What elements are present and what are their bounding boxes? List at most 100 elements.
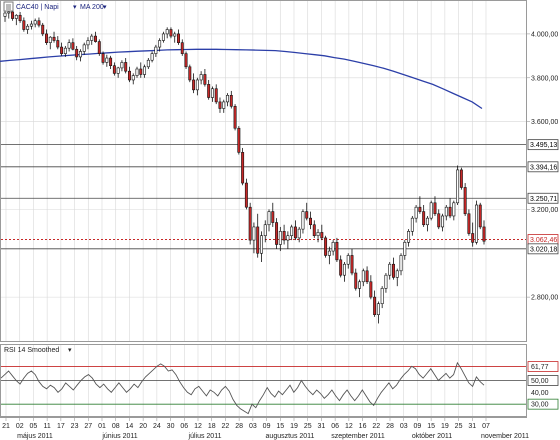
chart-header[interactable]: CAC40 | Napi ▾ MA 200 ▾ — [3, 1, 107, 12]
candle-up — [456, 169, 460, 204]
price-horizontal-grid — [1, 33, 526, 298]
instrument-label[interactable]: CAC40 | Napi — [16, 4, 59, 11]
candle-up — [26, 25, 30, 30]
date-tick-label: 20 — [139, 423, 147, 430]
date-tick-label: 24 — [153, 423, 161, 430]
candle-down — [188, 66, 192, 81]
rsi-level-label: 40,00 — [531, 390, 549, 397]
candle-up — [135, 68, 139, 76]
candle-down — [422, 211, 426, 226]
level-price-tag — [527, 161, 559, 173]
candle-down — [350, 255, 354, 274]
month-label: május 2011 — [17, 433, 53, 440]
candle-down — [237, 127, 241, 153]
date-tick-label: 12 — [194, 423, 202, 430]
candle-up — [358, 281, 362, 289]
candle-up — [384, 274, 388, 289]
date-tick-label: 30 — [167, 423, 175, 430]
price-tick-label: 2.800,00 — [531, 295, 558, 302]
candle-down — [392, 263, 395, 278]
candle-up — [78, 51, 82, 58]
candle-up — [403, 241, 407, 256]
candle-up — [452, 202, 456, 217]
candle-down — [184, 53, 188, 68]
candle-up — [33, 20, 37, 25]
candle-up — [474, 204, 478, 243]
price-tick-label: 3.600,00 — [531, 119, 558, 126]
candle-down — [354, 272, 358, 289]
candle-down — [478, 204, 482, 228]
candle-up — [361, 270, 365, 283]
level-price-tag — [527, 139, 559, 151]
candle-up — [267, 211, 271, 226]
candle-up — [260, 235, 263, 254]
rsi-axis: 61,77 50,00 40,00 30,00 — [527, 361, 559, 410]
candle-up — [143, 66, 147, 75]
rsi-level-tag — [527, 398, 559, 410]
candle-down — [169, 29, 173, 37]
candles — [3, 7, 486, 324]
rsi-line — [0, 361, 485, 415]
date-tick-label: 15 — [276, 423, 284, 430]
candle-up — [407, 231, 411, 243]
candle-down — [22, 20, 26, 30]
candle-down — [335, 241, 339, 261]
level-price-label: 3.495,13 — [530, 142, 557, 149]
date-tick-label: 28 — [235, 423, 243, 430]
ma-label[interactable]: MA 200 — [80, 4, 104, 11]
candle-up — [210, 88, 214, 98]
price-tick-label: 4.000,00 — [531, 31, 558, 38]
candle-up — [441, 215, 444, 228]
date-tick-label: 18 — [208, 423, 216, 430]
candle-down — [448, 206, 452, 217]
candle-up — [399, 255, 403, 272]
candle-up — [342, 263, 346, 276]
candle-up — [263, 224, 267, 237]
date-axis: 21 02 05 11 17 23 27 01 08 14 20 24 30 06 12 18 22 28 03 09… — [0, 417, 529, 440]
level-price-tag — [527, 243, 559, 255]
candle-down — [45, 33, 48, 43]
instrument-dropdown-icon[interactable]: ▾ — [73, 4, 77, 11]
candle-down — [229, 95, 233, 107]
date-tick-label: 22 — [222, 423, 230, 430]
date-tick-label: 25 — [304, 423, 312, 430]
candle-down — [60, 46, 64, 54]
price-tick-label: 3.800,00 — [531, 75, 558, 82]
rsi-level-tag — [527, 375, 559, 386]
candle-down — [418, 206, 422, 212]
candle-up — [3, 12, 7, 17]
candle-down — [248, 206, 252, 241]
candle-up — [161, 33, 165, 41]
candle-down — [56, 40, 60, 48]
candle-down — [41, 24, 45, 35]
candle-down — [467, 213, 471, 234]
candle-down — [256, 226, 260, 254]
candle-down — [369, 281, 373, 298]
rsi-dropdown-icon[interactable]: ▾ — [68, 347, 72, 354]
candle-up — [414, 206, 418, 219]
candle-up — [380, 288, 384, 305]
price-panel — [0, 0, 527, 342]
candle-down — [373, 296, 377, 315]
rsi-label[interactable]: RSI 14 Smoothed — [4, 347, 59, 354]
candle-down — [214, 88, 218, 103]
month-label: augusztus 2011 — [266, 433, 315, 440]
ma-dropdown-icon[interactable]: ▾ — [103, 4, 107, 11]
candle-down — [244, 182, 248, 208]
candle-up — [376, 303, 380, 315]
candle-up — [331, 241, 335, 252]
chart-menu-icon[interactable] — [3, 1, 14, 12]
candle-up — [67, 42, 71, 49]
candle-down — [18, 14, 22, 22]
candle-up — [105, 57, 109, 63]
candle-down — [94, 35, 97, 42]
candle-up — [195, 79, 199, 91]
candle-down — [275, 222, 279, 245]
candle-down — [365, 270, 369, 283]
rsi-level-label: 61,77 — [531, 364, 549, 371]
candle-down — [241, 152, 245, 184]
candle-up — [395, 270, 399, 278]
date-tick-label: 09 — [263, 423, 271, 430]
candle-up — [146, 59, 150, 68]
candle-up — [199, 74, 203, 81]
